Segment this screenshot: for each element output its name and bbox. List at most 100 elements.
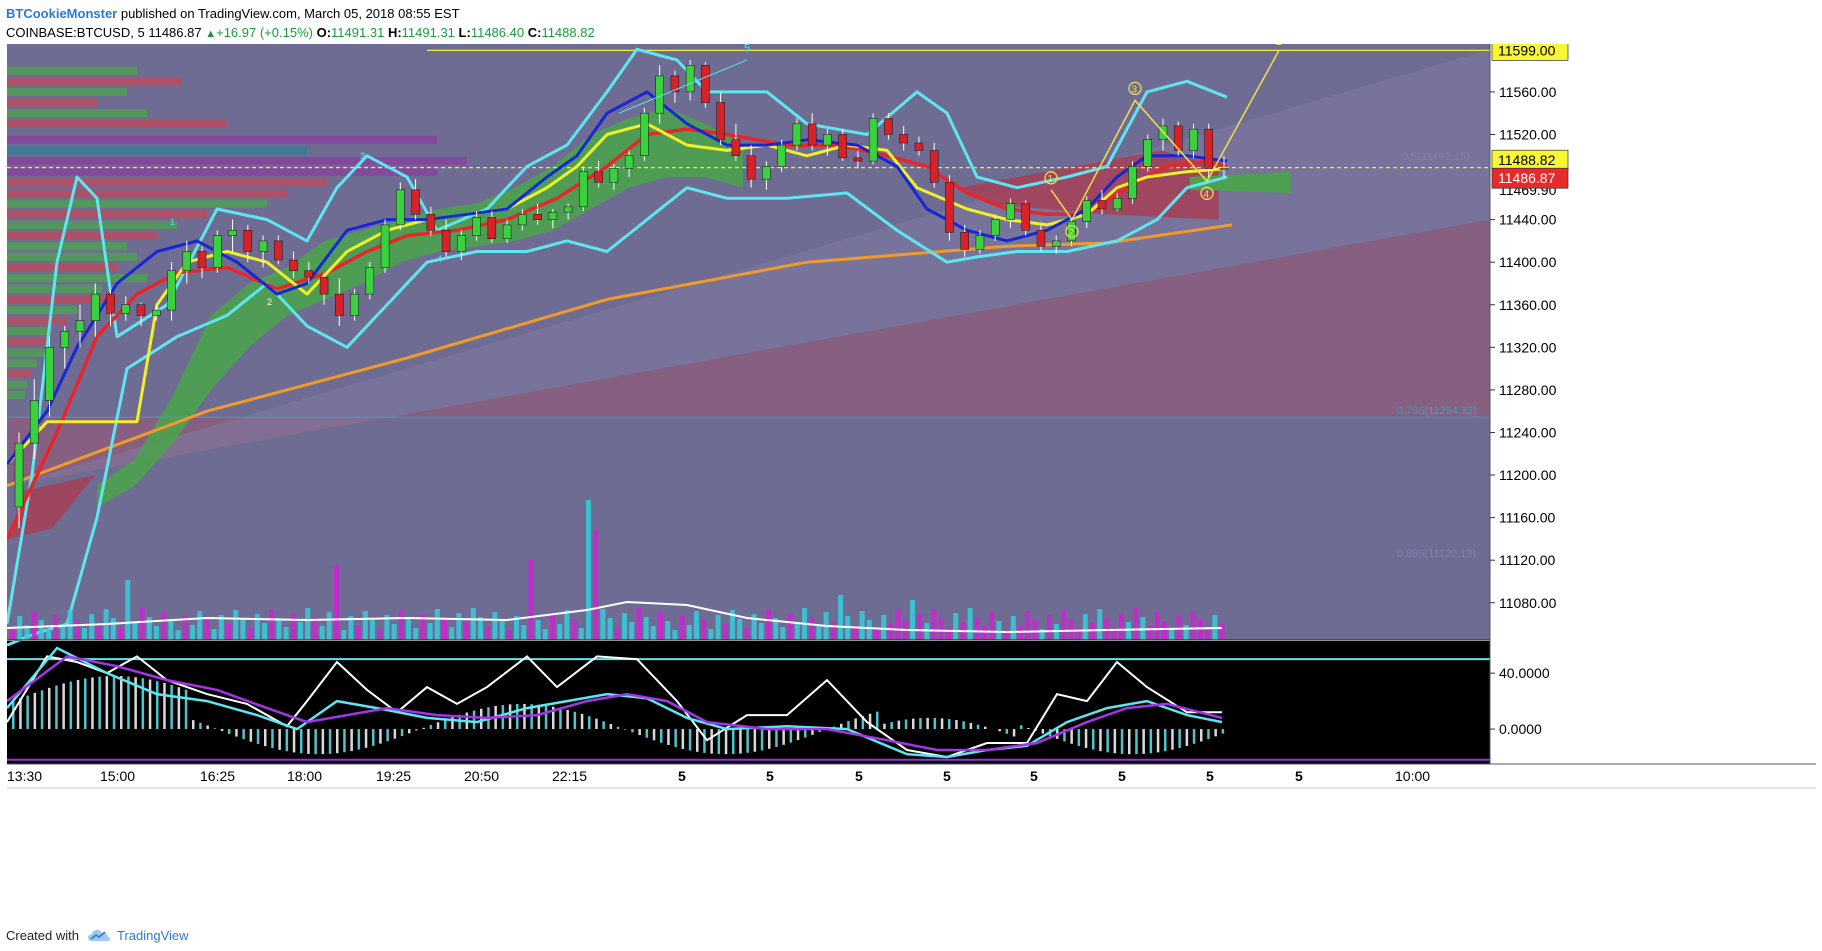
oscillator-histogram-bar [746,729,749,753]
volume-bar [996,621,1002,640]
candle-body [1067,221,1076,242]
volume-bar [881,615,887,640]
candle-body [914,142,924,151]
candle-body [853,157,863,162]
ichimoku-cloud-green-future [1189,171,1291,193]
publish-line: BTCookieMonster published on TradingView… [6,6,460,21]
oscillator-histogram-bar [393,729,397,739]
oscillator-histogram-bar [249,729,253,742]
volume-profile-bar [7,167,437,176]
volume-bar [10,630,15,640]
volume-bar [1118,613,1124,640]
volume-profile-bar [7,380,27,389]
volume-bar [182,616,188,640]
volume-bar [254,614,260,640]
candle-body [899,134,908,144]
oscillator-histogram-bar [235,729,238,737]
tradingview-cloud-icon [87,930,110,941]
volume-bar [1090,623,1095,640]
volume-bar [326,612,332,640]
volume-bar [442,618,447,640]
oscillator-histogram-bar [472,710,476,730]
volume-bar [751,614,757,640]
oscillator-histogram-bar [1178,729,1181,748]
open-label: O: [316,25,332,40]
oscillator-histogram-bar [912,718,915,730]
volume-bar [218,615,224,640]
volume-bar [355,625,361,640]
wave-label-circle [1128,81,1142,96]
volume-bar [53,615,59,640]
time-axis-label: 5 [1030,768,1038,784]
tradingview-link[interactable]: TradingView [87,928,189,943]
oscillator-histogram-bar [609,723,613,730]
price-axis-label: 11320.00 [1499,339,1557,355]
candle-body [1051,240,1061,247]
volume-bar [924,623,930,640]
price-axis-label: 11440.00 [1499,212,1557,228]
volume-bar [650,626,656,640]
volume-bar [917,614,923,640]
volume-bar [118,627,123,640]
volume-bar [535,620,541,640]
time-axis-label: 10:00 [1395,768,1430,784]
candle-body [289,259,298,271]
volume-bar [154,626,159,640]
candle-body [441,230,451,252]
oscillator-histogram-bar [336,729,339,754]
volume-ma-line [7,600,1223,634]
candle-body [945,182,954,233]
candle-body [45,347,54,401]
candle-body [609,168,619,183]
volume-bar [859,611,865,640]
volume-bar [1126,622,1131,640]
price-chart-svg[interactable]: 0.786(11254.32) 0.886(11120.13) 0.5(11492.… [7,44,1816,914]
volume-bar [110,618,116,640]
oscillator-histogram-bar [976,724,980,730]
oscillator-histogram-bar [984,726,987,730]
oscillator-histogram-bar [206,725,209,730]
volume-profile-bar [7,306,77,315]
oscillator-histogram-bar [1041,729,1045,734]
volume-bar [715,615,721,640]
oscillator-histogram-bar [422,727,425,730]
oscillator-histogram-bar [112,675,116,730]
wave-label-yellow: 2 [1069,228,1075,239]
oscillator-histogram-bar [861,716,865,730]
candle-body [30,400,39,444]
chart-area[interactable]: 0.786(11254.32) 0.886(11120.13) 0.5(11492.… [7,44,1816,914]
oscillator-histogram-bar [228,729,231,734]
volume-bar [161,612,167,640]
oscillator-histogram-bar [199,722,202,730]
oscillator-histogram-bar [62,683,65,730]
volume-profile-bar [7,119,227,128]
candle-body [487,217,497,240]
oscillator-histogram-bar [1120,729,1124,754]
candle-body [167,270,176,311]
elliott-wave-yellow-path [1050,50,1280,222]
oscillator-white-line [7,655,1222,759]
oscillator-histogram-bar [98,676,101,730]
wave-label-yellow: 4 [1204,189,1210,200]
volume-bar [708,629,714,640]
time-axis-background [7,764,1816,788]
volume-bar [449,627,455,640]
elliott-wave-cyan-path [618,59,748,114]
oscillator-histogram-bar [796,729,800,741]
volume-bar [679,616,685,640]
oscillator-histogram-bar [357,729,361,750]
author-link[interactable]: BTCookieMonster [6,6,118,21]
volume-bar [377,629,383,640]
candle-body [1036,230,1046,247]
candle-body [1097,200,1107,210]
volume-bar [967,608,973,640]
oscillator-histogram-bar [1070,729,1073,744]
volume-bar [1183,625,1189,640]
candle-body [670,75,680,93]
volume-bar [283,627,289,640]
volume-bar [773,618,779,640]
oscillator-histogram-bar [40,690,44,730]
volume-profile-bar [7,295,117,304]
oscillator-histogram-bar [1084,729,1088,748]
oscillator-histogram-bar [1164,729,1167,752]
